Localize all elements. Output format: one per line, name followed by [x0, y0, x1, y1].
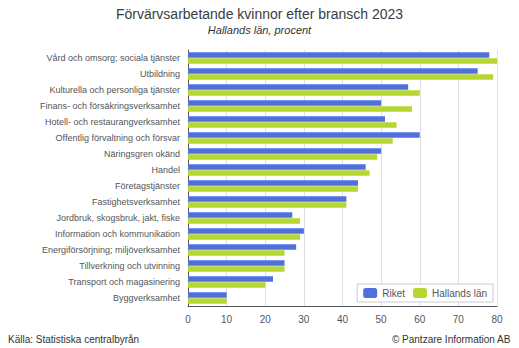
svg-text:Information och kommunikation: Information och kommunikation — [55, 229, 180, 239]
svg-text:© Pantzare Information AB: © Pantzare Information AB — [392, 334, 511, 345]
svg-text:Handel: Handel — [151, 165, 180, 175]
svg-text:Tillverkning och utvinning: Tillverkning och utvinning — [79, 261, 180, 271]
svg-text:Hallands län, procent: Hallands län, procent — [208, 24, 312, 36]
svg-text:Energiförsörjning; miljöverksa: Energiförsörjning; miljöverksamhet — [42, 245, 181, 255]
svg-text:60: 60 — [414, 314, 426, 325]
svg-text:Byggverksamhet: Byggverksamhet — [113, 293, 181, 303]
svg-text:10: 10 — [221, 314, 233, 325]
svg-text:Källa: Statistiska centralbyrå: Källa: Statistiska centralbyrån — [8, 334, 139, 345]
svg-text:Transport och magasinering: Transport och magasinering — [68, 277, 180, 287]
svg-text:80: 80 — [491, 314, 503, 325]
svg-text:Utbildning: Utbildning — [140, 69, 180, 79]
svg-text:20: 20 — [260, 314, 272, 325]
svg-text:Jordbruk, skogsbruk, jakt, fis: Jordbruk, skogsbruk, jakt, fiske — [56, 213, 180, 223]
svg-text:Hotell- och restaurangverksamh: Hotell- och restaurangverksamhet — [45, 117, 181, 127]
svg-text:Kulturella och personliga tjän: Kulturella och personliga tjänster — [49, 85, 180, 95]
svg-text:Fastighetsverksamhet: Fastighetsverksamhet — [92, 197, 181, 207]
svg-text:50: 50 — [376, 314, 388, 325]
svg-text:70: 70 — [453, 314, 465, 325]
svg-text:Vård och omsorg; sociala tjäns: Vård och omsorg; sociala tjänster — [46, 53, 180, 63]
svg-text:Offentlig förvaltning och förs: Offentlig förvaltning och försvar — [56, 133, 180, 143]
svg-text:0: 0 — [185, 314, 191, 325]
svg-text:Förvärvsarbetande kvinnor efte: Förvärvsarbetande kvinnor efter bransch … — [116, 6, 403, 22]
svg-text:30: 30 — [298, 314, 310, 325]
svg-text:Hallands län: Hallands län — [432, 288, 487, 299]
svg-text:Riket: Riket — [382, 288, 405, 299]
svg-text:40: 40 — [337, 314, 349, 325]
svg-text:Näringsgren okänd: Näringsgren okänd — [104, 149, 180, 159]
svg-text:Finans- och försäkringsverksam: Finans- och försäkringsverksamhet — [40, 101, 181, 111]
svg-text:Företagstjänster: Företagstjänster — [115, 181, 180, 191]
